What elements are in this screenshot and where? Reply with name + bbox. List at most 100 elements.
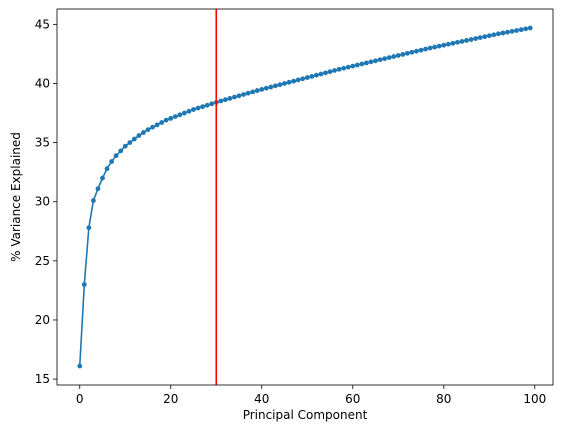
data-point	[245, 90, 251, 96]
data-point	[159, 120, 165, 125]
y-tick-label: 45	[35, 17, 50, 31]
data-point	[277, 82, 283, 88]
data-point	[131, 136, 137, 142]
data-point	[95, 186, 101, 192]
data-point	[150, 124, 155, 130]
data-point	[273, 83, 278, 89]
data-point	[222, 97, 228, 103]
data-point	[455, 39, 460, 45]
data-point	[432, 44, 438, 50]
x-axis-label: Principal Component	[243, 408, 368, 422]
data-point	[345, 64, 351, 70]
y-tick-label: 40	[35, 76, 50, 90]
data-point	[350, 63, 356, 69]
data-point	[464, 38, 469, 43]
x-tick-label: 0	[76, 392, 84, 406]
data-point	[486, 33, 492, 39]
data-point	[359, 61, 365, 67]
data-point	[86, 225, 92, 231]
data-point	[104, 166, 110, 172]
data-point	[113, 153, 119, 159]
plot-frame	[56, 8, 554, 386]
data-point	[300, 76, 306, 82]
plot-area	[77, 9, 533, 385]
y-tick-label: 20	[35, 313, 50, 327]
data-point	[382, 56, 388, 62]
y-tick-label: 30	[35, 195, 50, 209]
data-point	[286, 79, 292, 85]
data-point	[209, 101, 215, 107]
data-point	[91, 198, 96, 203]
data-point	[309, 74, 315, 79]
x-tick-label: 80	[436, 392, 451, 406]
data-point	[295, 77, 301, 83]
data-point	[423, 46, 428, 52]
data-point	[409, 49, 415, 55]
data-point	[323, 70, 328, 76]
data-point	[354, 62, 360, 68]
data-point	[195, 105, 201, 111]
x-tick-label: 20	[163, 392, 178, 406]
data-point	[400, 52, 406, 57]
data-point	[332, 68, 337, 73]
data-point	[495, 31, 501, 37]
data-point	[509, 28, 515, 34]
data-point	[364, 60, 369, 66]
data-point	[414, 48, 419, 54]
x-tick-label: 40	[254, 392, 269, 406]
data-point	[268, 84, 274, 90]
data-point	[263, 85, 269, 91]
data-point	[391, 54, 397, 59]
data-point	[232, 94, 237, 100]
data-point	[304, 75, 310, 80]
data-point	[177, 112, 183, 118]
data-point	[122, 143, 128, 149]
y-tick-label: 25	[35, 254, 50, 268]
x-tick-label: 60	[345, 392, 360, 406]
data-point	[77, 363, 83, 369]
data-point	[445, 41, 451, 47]
data-point	[418, 47, 424, 53]
y-tick-label: 35	[35, 136, 50, 150]
data-point	[182, 110, 187, 116]
data-point	[109, 159, 115, 164]
data-point	[450, 40, 456, 46]
data-point	[282, 81, 287, 86]
data-point	[186, 108, 192, 114]
data-point	[236, 93, 242, 99]
data-point	[341, 65, 347, 71]
x-tick-label: 100	[523, 392, 546, 406]
data-point	[491, 32, 497, 38]
data-point	[191, 107, 196, 112]
data-point	[473, 36, 479, 41]
data-point	[154, 122, 160, 128]
data-point	[81, 282, 87, 287]
data-point	[168, 115, 174, 121]
data-point	[172, 114, 178, 119]
data-point	[482, 34, 488, 40]
data-point	[468, 37, 474, 42]
data-point	[136, 133, 142, 138]
y-tick-label: 15	[35, 372, 50, 386]
data-point	[395, 53, 401, 58]
data-point	[204, 102, 210, 108]
data-point	[459, 39, 465, 44]
data-point	[327, 69, 333, 75]
data-point	[318, 71, 324, 77]
data-point	[227, 95, 233, 101]
data-point	[313, 72, 319, 78]
data-point	[145, 127, 151, 132]
data-point	[436, 43, 442, 49]
data-point	[523, 26, 529, 32]
data-point	[141, 130, 146, 135]
y-axis: 15 20 25 30 35 40 45	[35, 17, 57, 386]
data-point	[377, 57, 383, 63]
data-point	[200, 104, 206, 110]
data-point	[127, 140, 133, 146]
data-point	[254, 88, 260, 93]
data-point	[427, 45, 433, 51]
data-point	[373, 58, 378, 64]
data-point	[505, 29, 510, 35]
data-point	[291, 78, 297, 84]
y-axis-label: % Variance Explained	[9, 132, 23, 262]
